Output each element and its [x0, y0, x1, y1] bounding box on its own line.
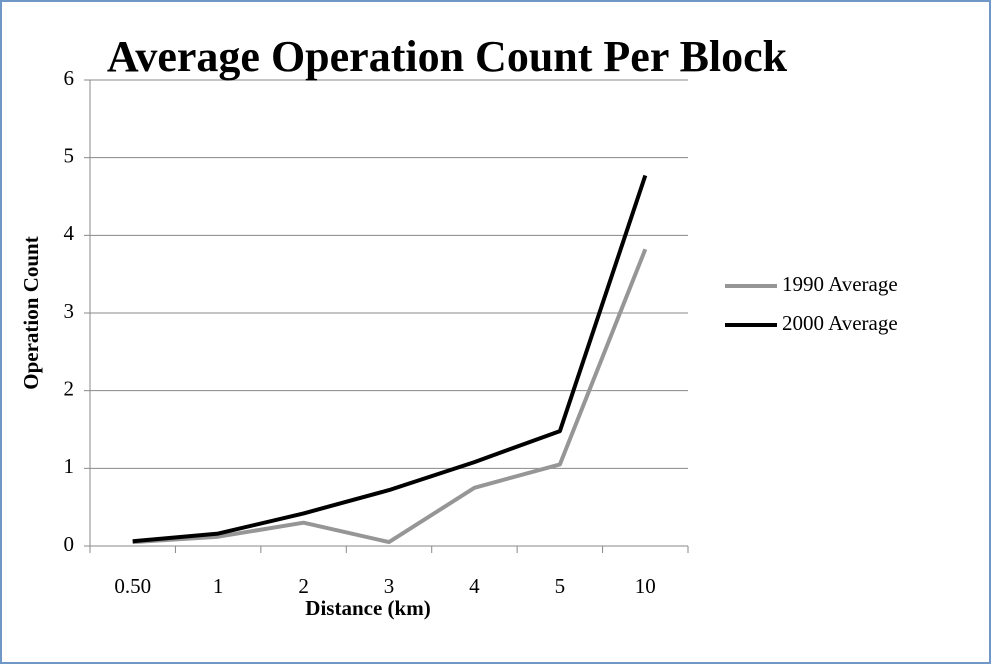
x-tick-label: 10 — [635, 574, 656, 598]
y-tick-label: 0 — [64, 532, 75, 556]
chart-title: Average Operation Count Per Block — [106, 32, 788, 81]
y-tick-label: 6 — [64, 66, 75, 90]
x-tick-label: 0.50 — [114, 574, 151, 598]
line-series — [132, 248, 648, 545]
x-axis-label: Distance (km) — [305, 596, 430, 620]
legend-label: 2000 Average — [782, 311, 898, 335]
x-tick-label: 2 — [298, 574, 309, 598]
legend-label: 1990 Average — [782, 272, 898, 296]
x-tick-label: 4 — [469, 574, 480, 598]
line-series — [132, 174, 648, 544]
y-tick-label: 4 — [64, 221, 75, 245]
y-tick-label: 1 — [64, 454, 75, 478]
x-tick-label: 5 — [555, 574, 566, 598]
x-tick-label: 1 — [213, 574, 224, 598]
x-tick-label: 3 — [384, 574, 395, 598]
y-tick-label: 2 — [64, 376, 75, 400]
y-tick-label: 5 — [64, 143, 75, 167]
y-axis-label: Operation Count — [19, 236, 43, 389]
y-tick-label: 3 — [64, 299, 75, 323]
